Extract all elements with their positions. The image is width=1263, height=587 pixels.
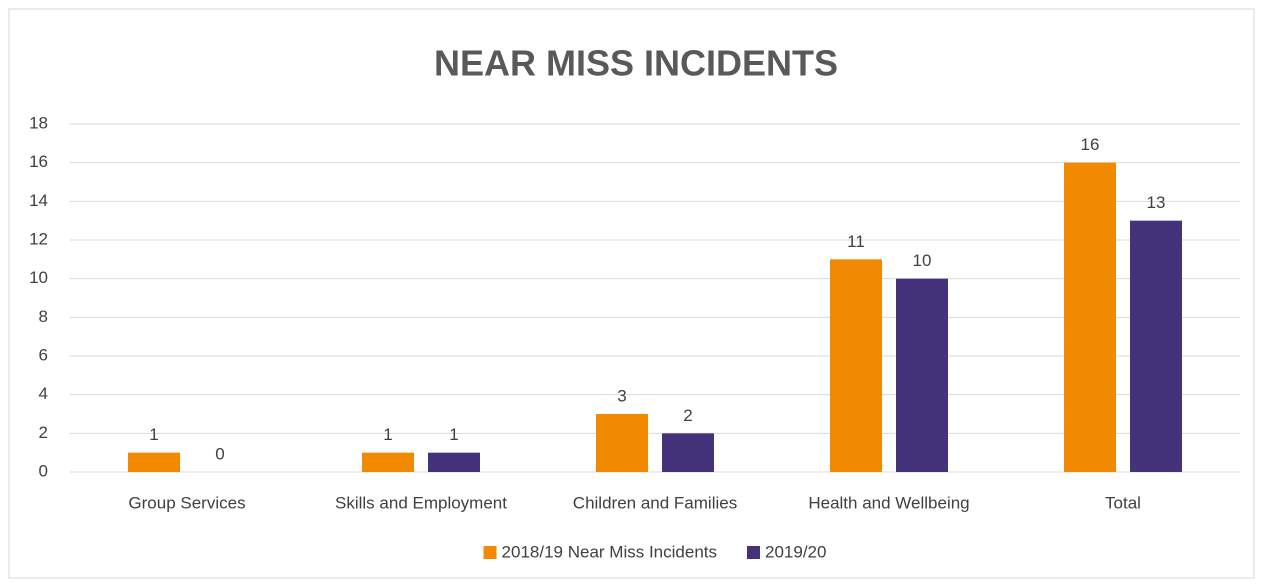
data-label: 10	[913, 251, 932, 270]
data-label: 1	[149, 425, 158, 444]
y-tick-label: 16	[29, 152, 48, 171]
y-tick-label: 8	[39, 307, 48, 326]
x-tick-label: Total	[1105, 493, 1141, 512]
data-label: 1	[383, 425, 392, 444]
bar	[830, 259, 882, 472]
y-tick-label: 4	[39, 384, 48, 403]
legend-swatch	[747, 546, 760, 559]
data-label: 16	[1081, 135, 1100, 154]
y-tick-label: 2	[39, 423, 48, 442]
legend-label: 2019/20	[765, 542, 826, 561]
chart-title: NEAR MISS INCIDENTS	[434, 43, 838, 84]
x-tick-label: Group Services	[128, 493, 245, 512]
x-tick-label: Children and Families	[573, 493, 737, 512]
chart-border	[8, 8, 1255, 579]
bar	[362, 452, 414, 472]
data-label: 3	[617, 386, 626, 405]
bar	[896, 278, 948, 472]
y-tick-label: 18	[29, 113, 48, 132]
bar	[428, 452, 480, 472]
legend-label: 2018/19 Near Miss Incidents	[502, 542, 717, 561]
legend-swatch	[483, 546, 497, 559]
x-tick-label: Skills and Employment	[335, 493, 507, 512]
data-label: 2	[683, 406, 692, 425]
data-label: 0	[215, 444, 224, 463]
x-tick-label: Health and Wellbeing	[808, 493, 969, 512]
y-tick-label: 0	[39, 461, 48, 480]
bar	[662, 433, 714, 472]
y-tick-label: 14	[29, 191, 48, 210]
y-tick-label: 6	[39, 345, 48, 364]
data-label: 1	[449, 425, 458, 444]
data-label: 13	[1147, 193, 1166, 212]
bar	[128, 452, 180, 472]
y-tick-label: 12	[29, 229, 48, 248]
y-tick-label: 10	[29, 268, 48, 287]
bar	[596, 414, 648, 472]
data-label: 11	[847, 232, 865, 251]
bar	[1130, 220, 1182, 472]
bar	[1064, 162, 1116, 472]
